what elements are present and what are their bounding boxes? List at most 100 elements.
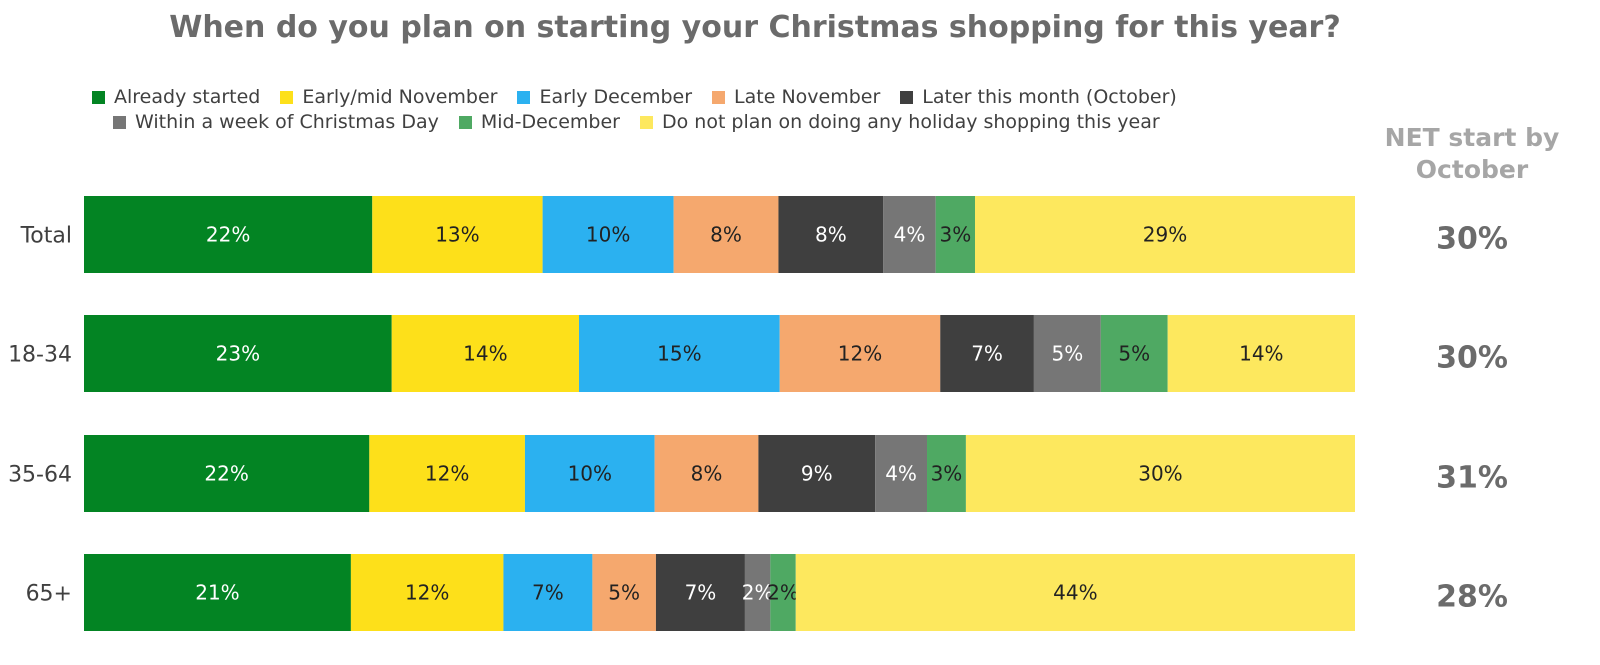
chart-title: When do you plan on starting your Christ…	[169, 10, 1341, 45]
legend-item-do-not-plan-on-doing-any-holiday-shopping-this-year: Do not plan on doing any holiday shoppin…	[639, 111, 1160, 133]
bar-segment-18-34-do-not-plan-on-doing-any-holiday-shopping-this-year	[1167, 315, 1355, 392]
category-label-65: 65+	[26, 582, 72, 607]
data-label: 22%	[204, 462, 248, 486]
bar-segment-35-64-early-december	[524, 435, 655, 512]
legend-label: Early/mid November	[302, 86, 498, 108]
category-label-35-64: 35-64	[8, 463, 72, 488]
data-label: 7%	[685, 581, 717, 605]
bar-segment-total-late-november	[673, 196, 779, 273]
data-label: 23%	[216, 342, 260, 366]
net-value-total: 30%	[1436, 222, 1508, 257]
bar-segment-total-within-a-week-of-christmas-day	[883, 196, 936, 273]
data-label: 22%	[206, 223, 250, 247]
legend-swatch	[712, 90, 726, 104]
net-header-line-1: NET start by	[1384, 123, 1560, 152]
bar-segment-35-64-within-a-week-of-christmas-day	[875, 435, 928, 512]
net-header-line-2: October	[1415, 155, 1529, 184]
legend-label: Within a week of Christmas Day	[135, 111, 439, 133]
bar-segment-65-mid-december	[770, 554, 796, 631]
legend-swatch	[113, 115, 126, 129]
data-label: 7%	[532, 581, 564, 605]
bar-segment-35-64-early-mid-november	[369, 435, 525, 512]
legend-item-early-december: Early December	[517, 86, 692, 108]
data-label: 44%	[1053, 581, 1097, 605]
data-label: 10%	[568, 462, 612, 486]
bar-segment-65-early-december	[503, 554, 593, 631]
data-label: 29%	[1143, 223, 1187, 247]
legend-item-mid-december: Mid-December	[458, 111, 620, 133]
data-label: 4%	[894, 223, 926, 247]
bar-segment-18-34-within-a-week-of-christmas-day	[1033, 315, 1101, 392]
data-label: 3%	[939, 223, 971, 247]
legend-label: Early December	[539, 86, 693, 108]
data-label: 13%	[435, 223, 479, 247]
bar-segment-total-early-mid-november	[372, 196, 543, 273]
data-label: 8%	[815, 223, 847, 247]
data-label: 21%	[195, 581, 239, 605]
legend-item-late-november: Late November	[712, 86, 880, 108]
data-label: 5%	[1051, 342, 1083, 366]
bar-segment-65-late-november	[592, 554, 656, 631]
legend-swatch	[280, 90, 294, 104]
legend-swatch	[458, 115, 472, 129]
legend-row-1: Already started Early/mid November Early D…	[92, 86, 1197, 109]
bar-segment-65-already-started	[84, 554, 351, 631]
bar-segment-18-34-early-mid-november	[391, 315, 580, 392]
category-label-total: Total	[20, 224, 72, 249]
data-label: 7%	[971, 342, 1003, 366]
bar-segment-65-do-not-plan-on-doing-any-holiday-shopping-this-year	[795, 554, 1355, 631]
bar-segment-18-34-late-november	[779, 315, 941, 392]
legend-swatch	[639, 115, 653, 129]
legend-item-early-mid-november: Early/mid November	[280, 86, 497, 108]
legend-label: Later this month (October)	[922, 86, 1177, 108]
bar-segment-18-34-early-december	[579, 315, 780, 392]
legend-label: Do not plan on doing any holiday shoppin…	[661, 111, 1160, 133]
net-value-35-64: 31%	[1436, 461, 1508, 496]
bar-segment-total-already-started	[84, 196, 373, 273]
bar-segment-18-34-already-started	[84, 315, 392, 392]
data-label: 3%	[931, 462, 963, 486]
data-label: 8%	[710, 223, 742, 247]
data-label: 12%	[838, 342, 882, 366]
data-label: 9%	[801, 462, 833, 486]
legend-item-already-started: Already started	[92, 86, 260, 108]
legend-label: Mid-December	[480, 111, 620, 133]
bar-segment-65-early-mid-november	[350, 554, 504, 631]
legend-swatch	[900, 90, 914, 104]
bar-segment-18-34-later-this-month-october	[940, 315, 1034, 392]
bar-segment-total-early-december	[542, 196, 674, 273]
data-label: 15%	[657, 342, 701, 366]
bar-segment-total-do-not-plan-on-doing-any-holiday-shopping-this-year	[975, 196, 1355, 273]
data-label: 2%	[767, 581, 799, 605]
legend-label: Late November	[734, 86, 881, 108]
data-label: 12%	[425, 462, 469, 486]
category-label-18-34: 18-34	[8, 343, 72, 368]
bar-segment-35-64-already-started	[84, 435, 370, 512]
bar-segment-35-64-late-november	[654, 435, 759, 512]
data-label: 4%	[885, 462, 917, 486]
data-label: 12%	[405, 581, 449, 605]
data-label: 5%	[1118, 342, 1150, 366]
bar-segment-35-64-do-not-plan-on-doing-any-holiday-shopping-this-year	[965, 435, 1355, 512]
bar-segment-35-64-later-this-month-october	[758, 435, 876, 512]
data-label: 10%	[586, 223, 630, 247]
net-header: NET start by October	[1372, 122, 1572, 186]
legend-row-2: Within a week of Christmas Day Mid-Decemb…	[113, 111, 1180, 134]
data-label: 30%	[1138, 462, 1182, 486]
legend-swatch	[517, 90, 531, 104]
net-value-18-34: 30%	[1436, 341, 1508, 376]
data-label: 14%	[1239, 342, 1283, 366]
data-label: 5%	[608, 581, 640, 605]
bar-segment-65-within-a-week-of-christmas-day	[744, 554, 771, 631]
legend-swatch	[92, 90, 105, 104]
bar-segment-total-mid-december	[935, 196, 976, 273]
net-value-65: 28%	[1436, 580, 1508, 615]
bar-segment-35-64-mid-december	[927, 435, 966, 512]
legend-label: Already started	[114, 86, 261, 108]
legend-item-later-this-month-october: Later this month (October)	[900, 86, 1177, 108]
data-label: 14%	[463, 342, 507, 366]
bar-segment-65-later-this-month-october	[655, 554, 745, 631]
legend-item-within-a-week-of-christmas-day: Within a week of Christmas Day	[113, 111, 439, 133]
bar-segment-18-34-mid-december	[1100, 315, 1168, 392]
